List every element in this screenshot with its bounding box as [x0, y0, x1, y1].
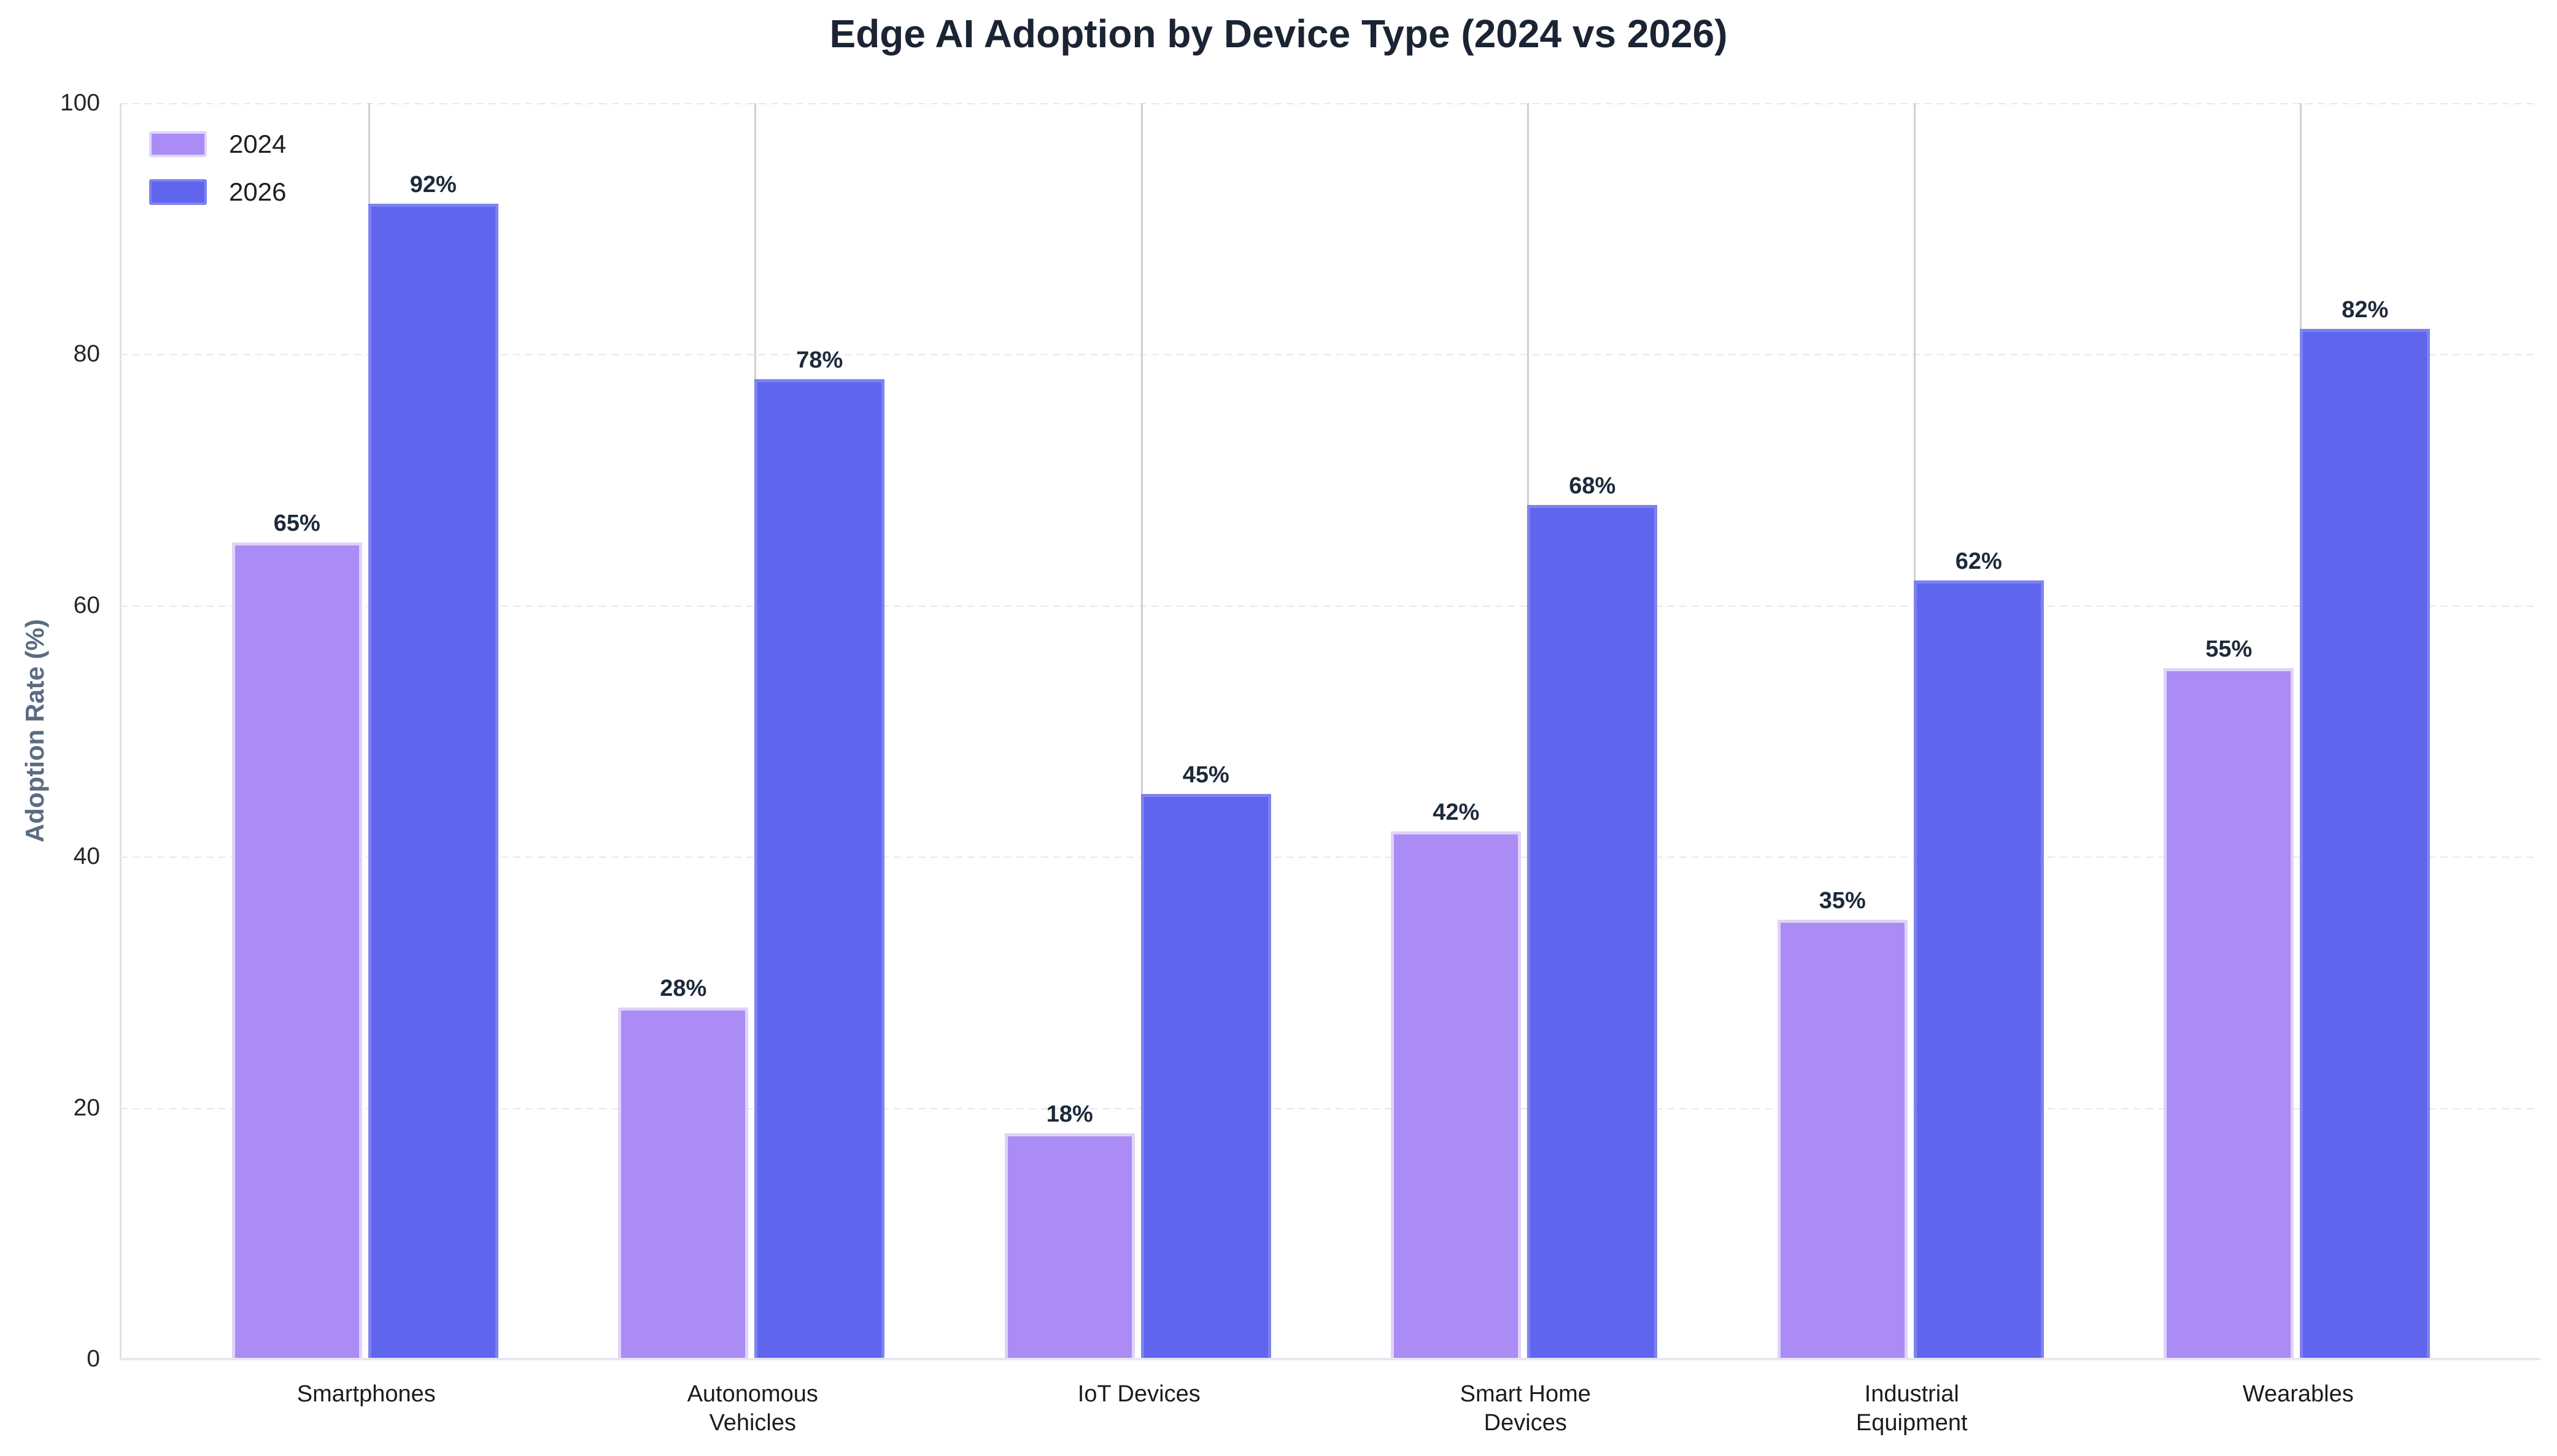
category-group: 35% 62%	[1719, 103, 2105, 1359]
bar-value-label: 92%	[409, 171, 457, 198]
bar-2026: 92%	[368, 172, 498, 1359]
bar-value-label: 78%	[796, 347, 843, 374]
y-tick-label-0: 0	[87, 1346, 100, 1372]
legend-label-2026: 2026	[229, 177, 287, 206]
legend-swatch-2026	[149, 179, 207, 205]
bar-2026: 62%	[1913, 549, 2044, 1359]
bar-2024: 35%	[1777, 888, 1908, 1359]
bar-value-label: 68%	[1569, 473, 1616, 499]
legend-label-2024: 2024	[229, 129, 287, 158]
x-tick-label: Smart Home Devices	[1460, 1381, 1591, 1436]
bar-2026: 78%	[754, 347, 885, 1359]
bar-value-label: 82%	[2342, 297, 2389, 323]
y-tick-label-40: 40	[73, 843, 100, 870]
legend: 2024 2026	[149, 129, 286, 225]
bar-2024: 18%	[1004, 1101, 1135, 1359]
y-tick-label-100: 100	[60, 90, 100, 116]
category-group: 18% 45%	[946, 103, 1333, 1359]
gridline-h-60	[120, 605, 2537, 607]
gridline-h-100	[120, 103, 2537, 104]
y-tick-label-60: 60	[73, 591, 100, 618]
legend-swatch-2024	[149, 131, 207, 157]
category-divider	[1140, 103, 1143, 1359]
bar-2024: 55%	[2164, 636, 2294, 1359]
bar-2026: 82%	[2300, 297, 2431, 1359]
bar-value-label: 35%	[1819, 887, 1866, 914]
chart-title: Edge AI Adoption by Device Type (2024 vs…	[829, 12, 1728, 56]
bar-value-label: 62%	[1955, 548, 2002, 574]
category-group: 65% 92%	[173, 103, 560, 1359]
bar-2024: 65%	[231, 510, 362, 1359]
bar-value-label: 42%	[1433, 799, 1480, 826]
y-tick-label-20: 20	[73, 1094, 100, 1121]
category-group: 55% 82%	[2105, 103, 2492, 1359]
bar-2026: 45%	[1140, 762, 1271, 1359]
bar-value-label: 18%	[1046, 1101, 1093, 1127]
x-axis-line	[120, 1358, 2540, 1360]
legend-item-2026: 2026	[149, 177, 286, 207]
bar-2026: 68%	[1527, 473, 1658, 1359]
gridline-h-20	[120, 1107, 2537, 1109]
category-group: 28% 78%	[560, 103, 946, 1359]
bar-2024: 28%	[618, 976, 749, 1359]
x-tick-label: Wearables	[2242, 1381, 2354, 1407]
x-tick-label: Smartphones	[296, 1381, 436, 1407]
bar-2024: 42%	[1391, 799, 1522, 1359]
bar-value-label: 28%	[660, 975, 707, 1001]
bar-value-label: 65%	[273, 510, 320, 537]
bar-value-label: 55%	[2205, 636, 2253, 663]
gridline-h-40	[120, 857, 2537, 858]
x-tick-label: Industrial Equipment	[1855, 1381, 1968, 1436]
x-tick-label: Autonomous Vehicles	[687, 1381, 818, 1436]
bar-value-label: 45%	[1182, 761, 1229, 788]
y-axis-line	[120, 103, 122, 1359]
x-tick-labels: Smartphones Autonomous Vehicles IoT Device…	[173, 1380, 2491, 1438]
category-group: 42% 68%	[1333, 103, 1719, 1359]
x-tick-label: IoT Devices	[1077, 1381, 1201, 1407]
category-slots: 65% 92% 28% 78% 18% 45% 42% 68% 35% 62% 55% 82%	[173, 103, 2491, 1359]
y-tick-label-80: 80	[73, 341, 100, 368]
plot-area: 65% 92% 28% 78% 18% 45% 42% 68% 35% 62% 55% 82% 202…	[120, 103, 2540, 1360]
gridline-h-80	[120, 354, 2537, 356]
legend-item-2024: 2024	[149, 129, 286, 159]
y-tick-labels: 0 20 40 60 80 100	[0, 90, 100, 1372]
